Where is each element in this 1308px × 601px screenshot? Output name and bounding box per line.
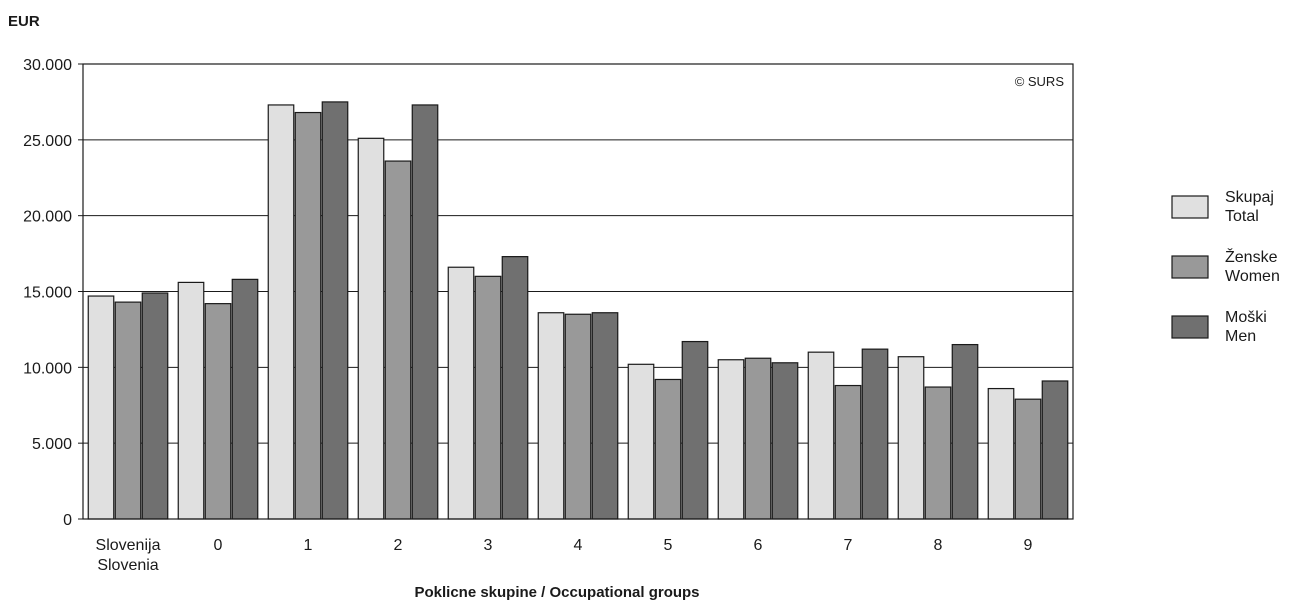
- legend-swatch: [1171, 315, 1209, 339]
- bar: [447, 266, 475, 520]
- bar: [834, 384, 862, 520]
- x-tick-label: 0: [214, 537, 223, 554]
- bar: [294, 111, 322, 520]
- bar: [717, 359, 745, 520]
- x-tick-labels: Slovenija Slovenia 0 1 2 3 4 5 6 7 8 9: [96, 537, 1033, 574]
- x-tick-label: 2: [394, 537, 403, 554]
- y-tick-label: 15.000: [23, 285, 72, 302]
- legend-label: Men: [1225, 328, 1256, 345]
- bar: [681, 340, 709, 520]
- legend-label: Skupaj: [1225, 189, 1274, 206]
- bar: [591, 312, 619, 520]
- bar: [141, 292, 169, 520]
- y-tick-labels: 0 5.000 10.000 15.000 20.000 25.000 30.000: [23, 57, 72, 529]
- x-axis-label: Poklicne skupine / Occupational groups: [414, 584, 699, 601]
- bar: [267, 104, 295, 520]
- x-tick-label: 5: [664, 537, 673, 554]
- bar: [771, 362, 799, 520]
- bar: [564, 313, 592, 520]
- x-tick-label: 8: [934, 537, 943, 554]
- x-tick-label: 1: [304, 537, 313, 554]
- bar: [897, 356, 925, 520]
- y-tick-label: 0: [63, 512, 72, 529]
- bar: [474, 275, 502, 520]
- x-tick-label: Slovenija: [96, 537, 161, 554]
- bar: [384, 160, 412, 520]
- bar: [87, 295, 115, 520]
- bar: [627, 363, 655, 520]
- x-tick-label: 6: [754, 537, 763, 554]
- bar: [861, 348, 889, 520]
- legend-swatch: [1171, 195, 1209, 219]
- bar: [1014, 398, 1042, 520]
- legend-label: Moški: [1225, 309, 1267, 326]
- legend-swatch: [1171, 255, 1209, 279]
- bar: [744, 357, 772, 520]
- bar: [654, 378, 682, 520]
- credit-label: © SURS: [1015, 74, 1065, 89]
- bar: [321, 101, 349, 520]
- bar: [807, 351, 835, 520]
- bar: [1041, 380, 1069, 520]
- x-tick-label: 3: [484, 537, 493, 554]
- legend: Skupaj Total Ženske Women Moški Men: [1171, 189, 1280, 345]
- bar: [411, 104, 439, 520]
- legend-label: Ženske: [1225, 247, 1278, 266]
- bar: [204, 303, 232, 520]
- x-tick-label: 9: [1024, 537, 1033, 554]
- y-tick-label: 20.000: [23, 209, 72, 226]
- bar: [987, 387, 1015, 520]
- legend-label: Women: [1225, 268, 1280, 285]
- bar: [114, 301, 142, 520]
- x-tick-label: 7: [844, 537, 853, 554]
- y-tick-label: 10.000: [23, 360, 72, 377]
- y-axis-label: EUR: [8, 13, 40, 30]
- bar: [951, 343, 979, 520]
- bar: [357, 137, 385, 520]
- bar: [177, 281, 205, 520]
- bar: [501, 256, 529, 520]
- y-tick-label: 30.000: [23, 57, 72, 74]
- bar: [231, 278, 259, 520]
- axes: [78, 63, 1074, 520]
- bar: [924, 386, 952, 520]
- y-tick-label: 5.000: [32, 436, 72, 453]
- x-tick-label: 4: [574, 537, 583, 554]
- bars: [87, 101, 1069, 520]
- x-tick-label: Slovenia: [97, 557, 158, 574]
- bar: [537, 312, 565, 520]
- legend-label: Total: [1225, 208, 1259, 225]
- y-tick-label: 25.000: [23, 133, 72, 150]
